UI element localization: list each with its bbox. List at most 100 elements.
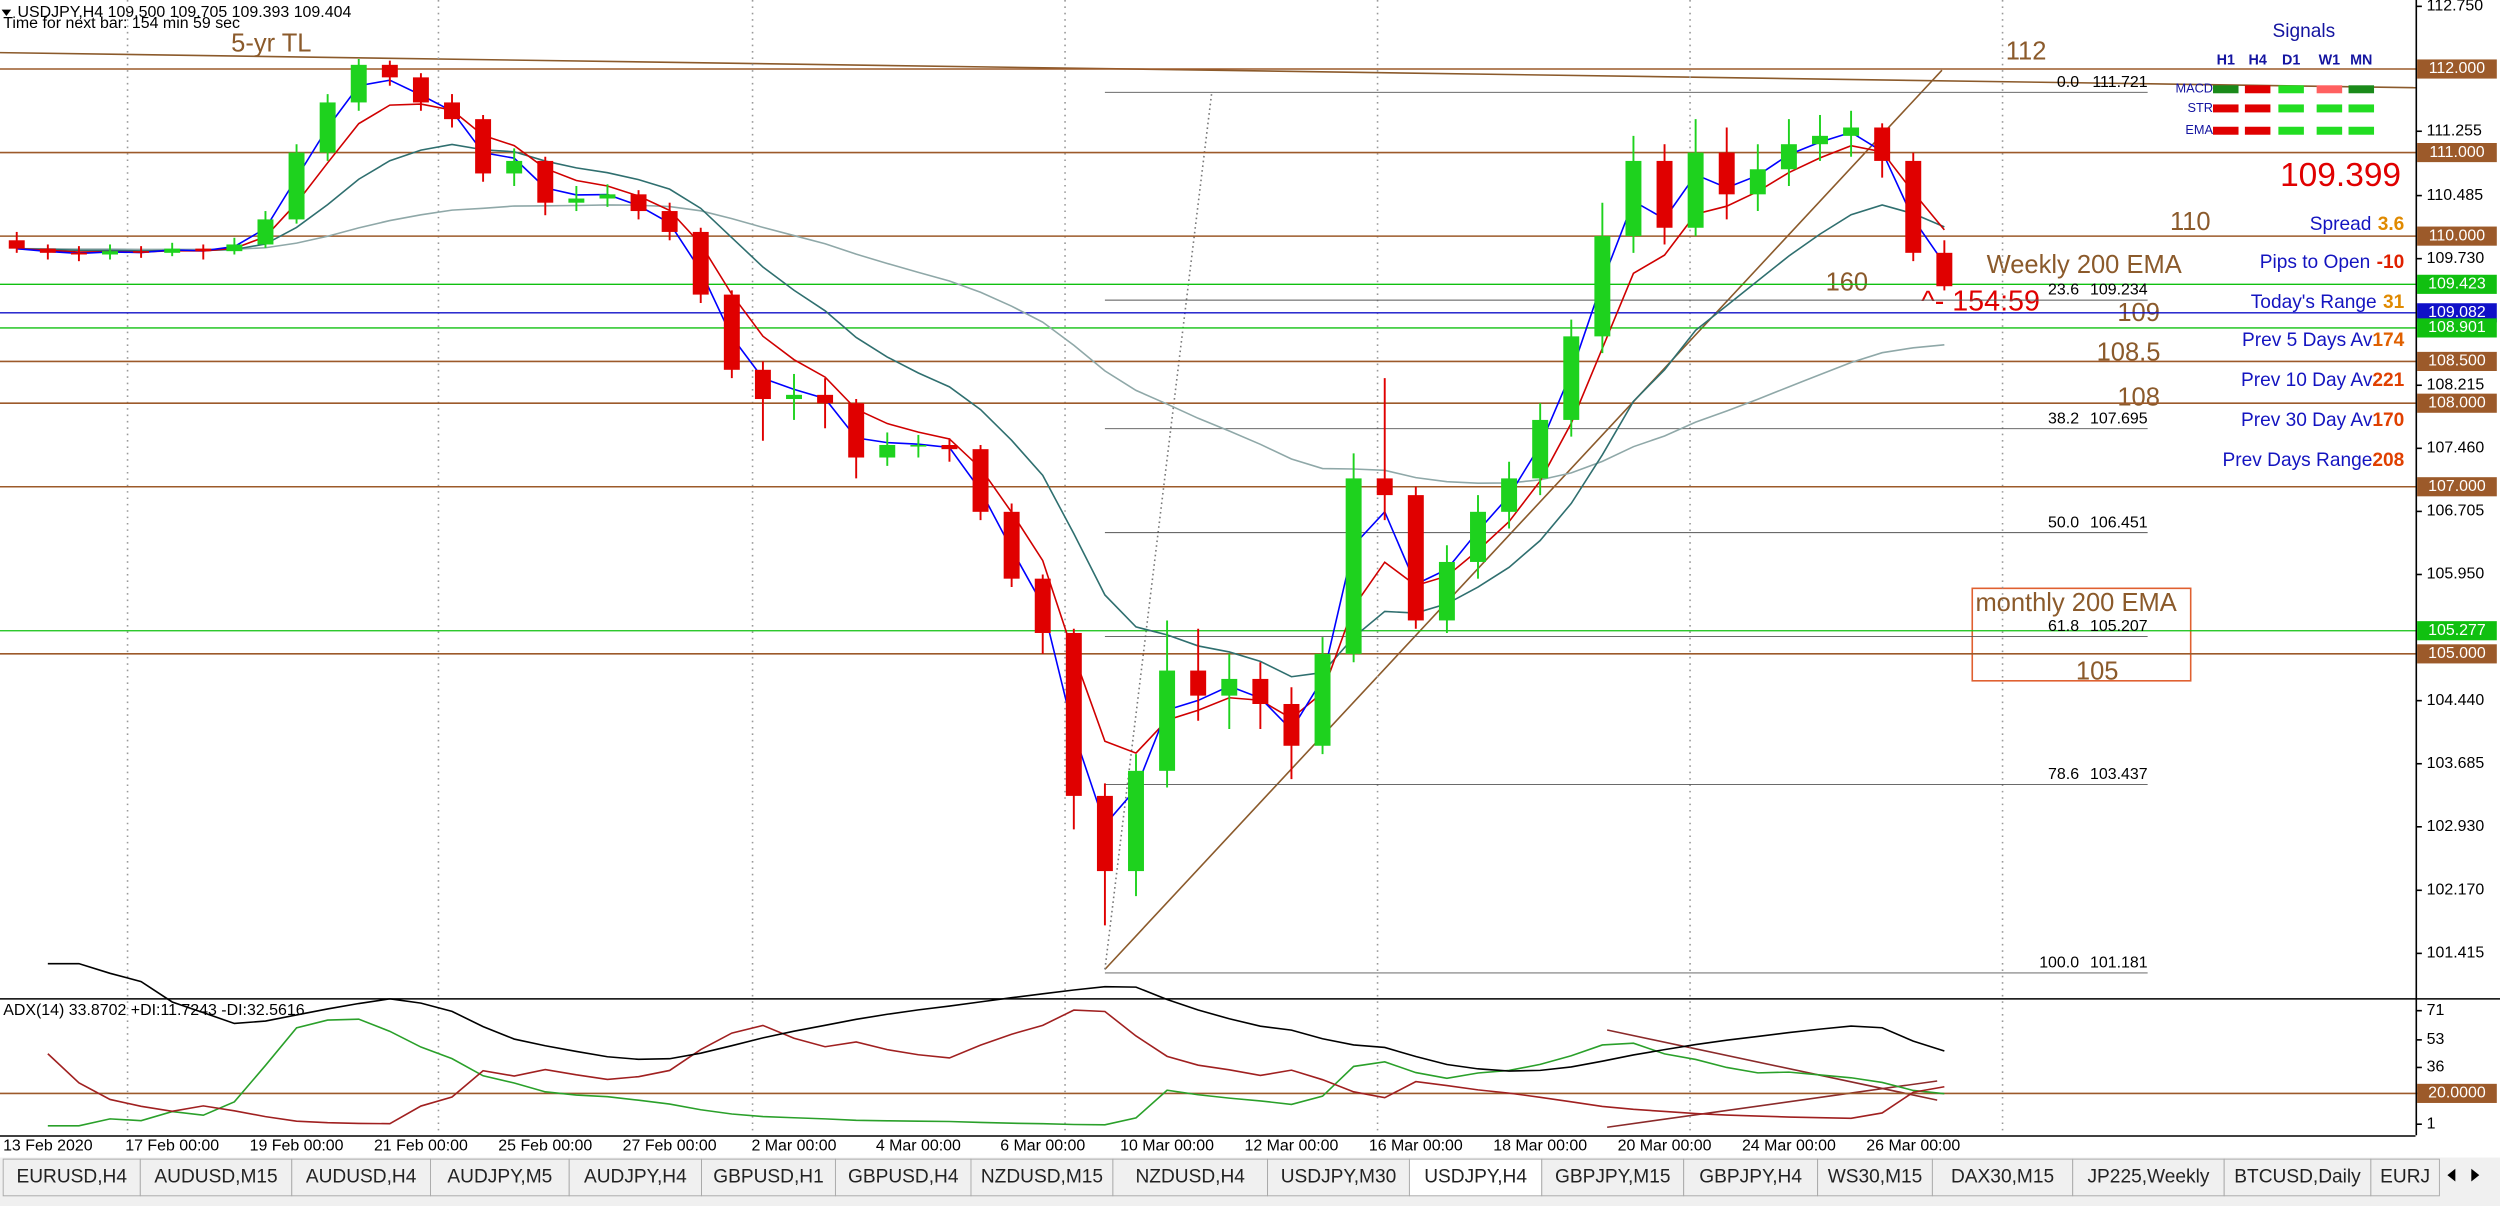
annotation: monthly 200 EMA (1975, 589, 2176, 617)
y-tick-label: 108.215 (2427, 376, 2485, 393)
stat-value: 31 (2383, 292, 2405, 313)
stat: Prev 10 Day Av221 (2241, 370, 2405, 391)
tab-label[interactable]: GBPJPY,H4 (1699, 1167, 1802, 1188)
tab-label[interactable]: AUDUSD,M15 (154, 1167, 277, 1188)
level-label-box (2417, 142, 2497, 163)
tab[interactable] (291, 1158, 431, 1197)
level-label: 105.277 (2428, 622, 2486, 639)
stat-label: Today's Range (2251, 292, 2377, 313)
level-label: 108.500 (2428, 353, 2486, 370)
x-tick-label: 13 Feb 2020 (3, 1138, 93, 1155)
tab[interactable] (2370, 1158, 2440, 1197)
candle-body (1905, 160, 1922, 253)
adx-label: ADX(14) 33.8702 +DI:11.7243 -DI:32.5616 (3, 1002, 305, 1019)
y-tick-label: 112.750 (2427, 0, 2484, 15)
tab-label[interactable]: USDJPY,M30 (1281, 1167, 1397, 1188)
candle-body (568, 198, 585, 203)
tab-label[interactable]: GBPUSD,H1 (713, 1167, 824, 1188)
candle-body (1874, 127, 1891, 161)
candle-body (381, 64, 398, 78)
x-tick-label: 19 Feb 00:00 (250, 1138, 344, 1155)
tab-label[interactable]: EURJ (2380, 1167, 2430, 1188)
fib-ratio: 23.6 (2048, 282, 2079, 299)
tab-scroll-right[interactable] (2471, 1168, 2480, 1182)
stat-label: Prev 5 Days Av (2242, 330, 2373, 351)
candle-body (723, 294, 740, 370)
candle-body (786, 394, 802, 400)
stat-value: 170 (2372, 410, 2404, 431)
adx-tick-label: 1 (2427, 1115, 2436, 1132)
y-tick-label: 101.415 (2427, 945, 2485, 962)
tab[interactable] (1817, 1158, 1933, 1197)
candle-body (1625, 160, 1642, 237)
signal-cell (2316, 104, 2343, 113)
tab-label[interactable]: NZDUSD,H4 (1135, 1167, 1245, 1188)
tab[interactable] (1267, 1158, 1410, 1197)
tab[interactable] (701, 1158, 836, 1197)
candle-body (1128, 770, 1144, 872)
tab-label[interactable]: NZDUSD,M15 (981, 1167, 1103, 1188)
signal-cell (2278, 126, 2304, 135)
tab[interactable] (970, 1158, 1114, 1197)
tab-label[interactable]: AUDJPY,M5 (447, 1167, 552, 1188)
annotation: Weekly 200 EMA (1987, 251, 2182, 279)
level-label: 109.082 (2428, 304, 2486, 321)
candle-body (879, 444, 896, 458)
level-label-box (2417, 477, 2497, 497)
candle-body (257, 219, 274, 245)
signal-cell (2278, 104, 2304, 113)
candle-body (1718, 152, 1735, 195)
tab-label[interactable]: GBPUSD,H4 (848, 1167, 959, 1188)
level-label: 107.000 (2428, 478, 2486, 495)
candle-body (1594, 236, 1611, 337)
stat: Today's Range 31 (2251, 292, 2405, 313)
tab[interactable] (2072, 1158, 2225, 1197)
candle-body (1034, 578, 1051, 633)
tab-label[interactable]: USDJPY,H4 (1424, 1167, 1527, 1188)
tab-label[interactable]: JP225,Weekly (2087, 1167, 2209, 1188)
tab-label[interactable]: DAX30,M15 (1951, 1167, 2054, 1188)
tab-label[interactable]: BTCUSD,Daily (2234, 1167, 2361, 1188)
signal-cell (2316, 126, 2343, 135)
fib-ratio: 0.0 (2057, 74, 2079, 91)
tab-label[interactable]: EURUSD,H4 (16, 1167, 127, 1188)
menu-icon[interactable] (1, 9, 12, 16)
tab-label[interactable]: WS30,M15 (1828, 1167, 1923, 1188)
signal-column: D1 (2282, 52, 2300, 68)
candle-body (102, 251, 118, 255)
x-tick-label: 17 Feb 00:00 (125, 1138, 219, 1155)
candle-body (1096, 795, 1113, 872)
tab-label[interactable]: AUDJPY,H4 (584, 1167, 687, 1188)
signal-cell (2213, 85, 2239, 94)
tab[interactable] (2223, 1158, 2372, 1197)
candle-body (972, 449, 989, 512)
candle-body (537, 160, 554, 203)
tab-scroll-left[interactable] (2447, 1168, 2456, 1182)
candle-body (70, 252, 87, 255)
fib-ratio: 61.8 (2048, 618, 2079, 635)
candle-body (164, 248, 181, 253)
tab[interactable] (430, 1158, 570, 1197)
candle-body (1749, 169, 1766, 195)
stat: Prev 30 Day Av170 (2241, 410, 2404, 431)
tab[interactable] (2, 1158, 141, 1197)
tab[interactable] (139, 1158, 293, 1197)
x-tick-label: 16 Mar 00:00 (1369, 1138, 1463, 1155)
fib-price: 109.234 (2090, 282, 2148, 299)
tab[interactable] (1408, 1158, 1543, 1197)
stat-value: 3.6 (2378, 214, 2405, 235)
level-label-box (2417, 351, 2497, 372)
signal-cell (2316, 85, 2343, 94)
five-year-trendline (0, 51, 2416, 89)
tab[interactable] (834, 1158, 972, 1197)
candle-body (319, 102, 336, 153)
tab-label[interactable]: GBPJPY,M15 (1555, 1167, 1671, 1188)
tab-label[interactable]: AUDUSD,H4 (306, 1167, 417, 1188)
stat-value: 174 (2372, 330, 2404, 351)
annotation: 108.5 (2097, 339, 2161, 367)
stat: Prev 5 Days Av174 (2242, 330, 2405, 351)
candle-body (1438, 561, 1455, 621)
signal-column: H4 (2248, 52, 2266, 68)
tab[interactable] (1541, 1158, 1685, 1197)
